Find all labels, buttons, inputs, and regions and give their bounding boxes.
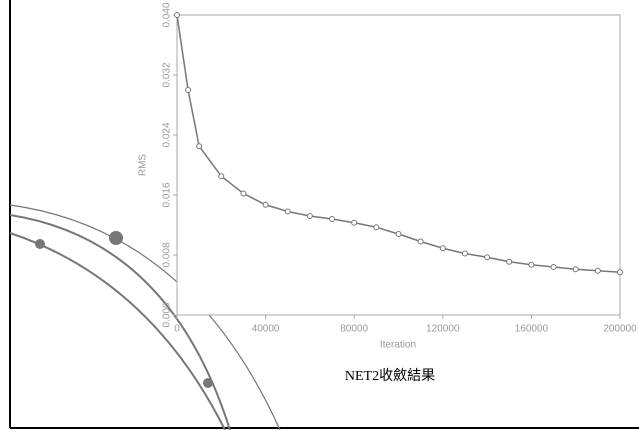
y-tick-label: 0.040: [162, 2, 173, 27]
decoration-dot: [203, 378, 213, 388]
x-axis-label: Iteration: [380, 340, 416, 351]
point: [550, 264, 557, 270]
point: [185, 87, 192, 93]
point: [373, 224, 380, 231]
series-line: [176, 14, 621, 273]
point: [218, 173, 225, 180]
decoration-dot: [109, 231, 123, 245]
x-tick-label: 80000: [340, 324, 368, 335]
point: [306, 213, 313, 219]
decoration-dot: [35, 239, 45, 249]
point: [594, 267, 601, 274]
point: [439, 245, 446, 252]
point: [484, 254, 491, 261]
point: [329, 216, 336, 222]
y-tick-label: 0.008: [162, 242, 173, 267]
point: [351, 219, 358, 226]
y-tick-label: 0.024: [162, 122, 173, 147]
x-tick-label: 120000: [426, 324, 460, 335]
x-tick-label: 0: [174, 324, 180, 335]
point: [174, 12, 180, 18]
x-tick-label: 160000: [515, 324, 549, 335]
x-tick-label: 40000: [252, 324, 280, 335]
plot-area: [176, 14, 621, 316]
point: [240, 190, 247, 197]
point: [461, 250, 468, 257]
point: [506, 258, 513, 265]
point: [196, 143, 203, 150]
point: [262, 201, 269, 208]
point: [284, 208, 291, 215]
point: [617, 269, 623, 276]
point: [417, 238, 424, 245]
y-tick-label: 0.032: [162, 62, 173, 87]
y-axis-label: RMS: [138, 154, 149, 177]
x-tick-label: 200000: [603, 324, 637, 335]
y-tick-label: 0.016: [162, 182, 173, 207]
point: [395, 231, 402, 237]
point: [528, 261, 535, 268]
caption: NET2收斂結果: [345, 368, 435, 384]
y-tick-label: 0.000: [162, 302, 173, 327]
point: [572, 266, 579, 273]
